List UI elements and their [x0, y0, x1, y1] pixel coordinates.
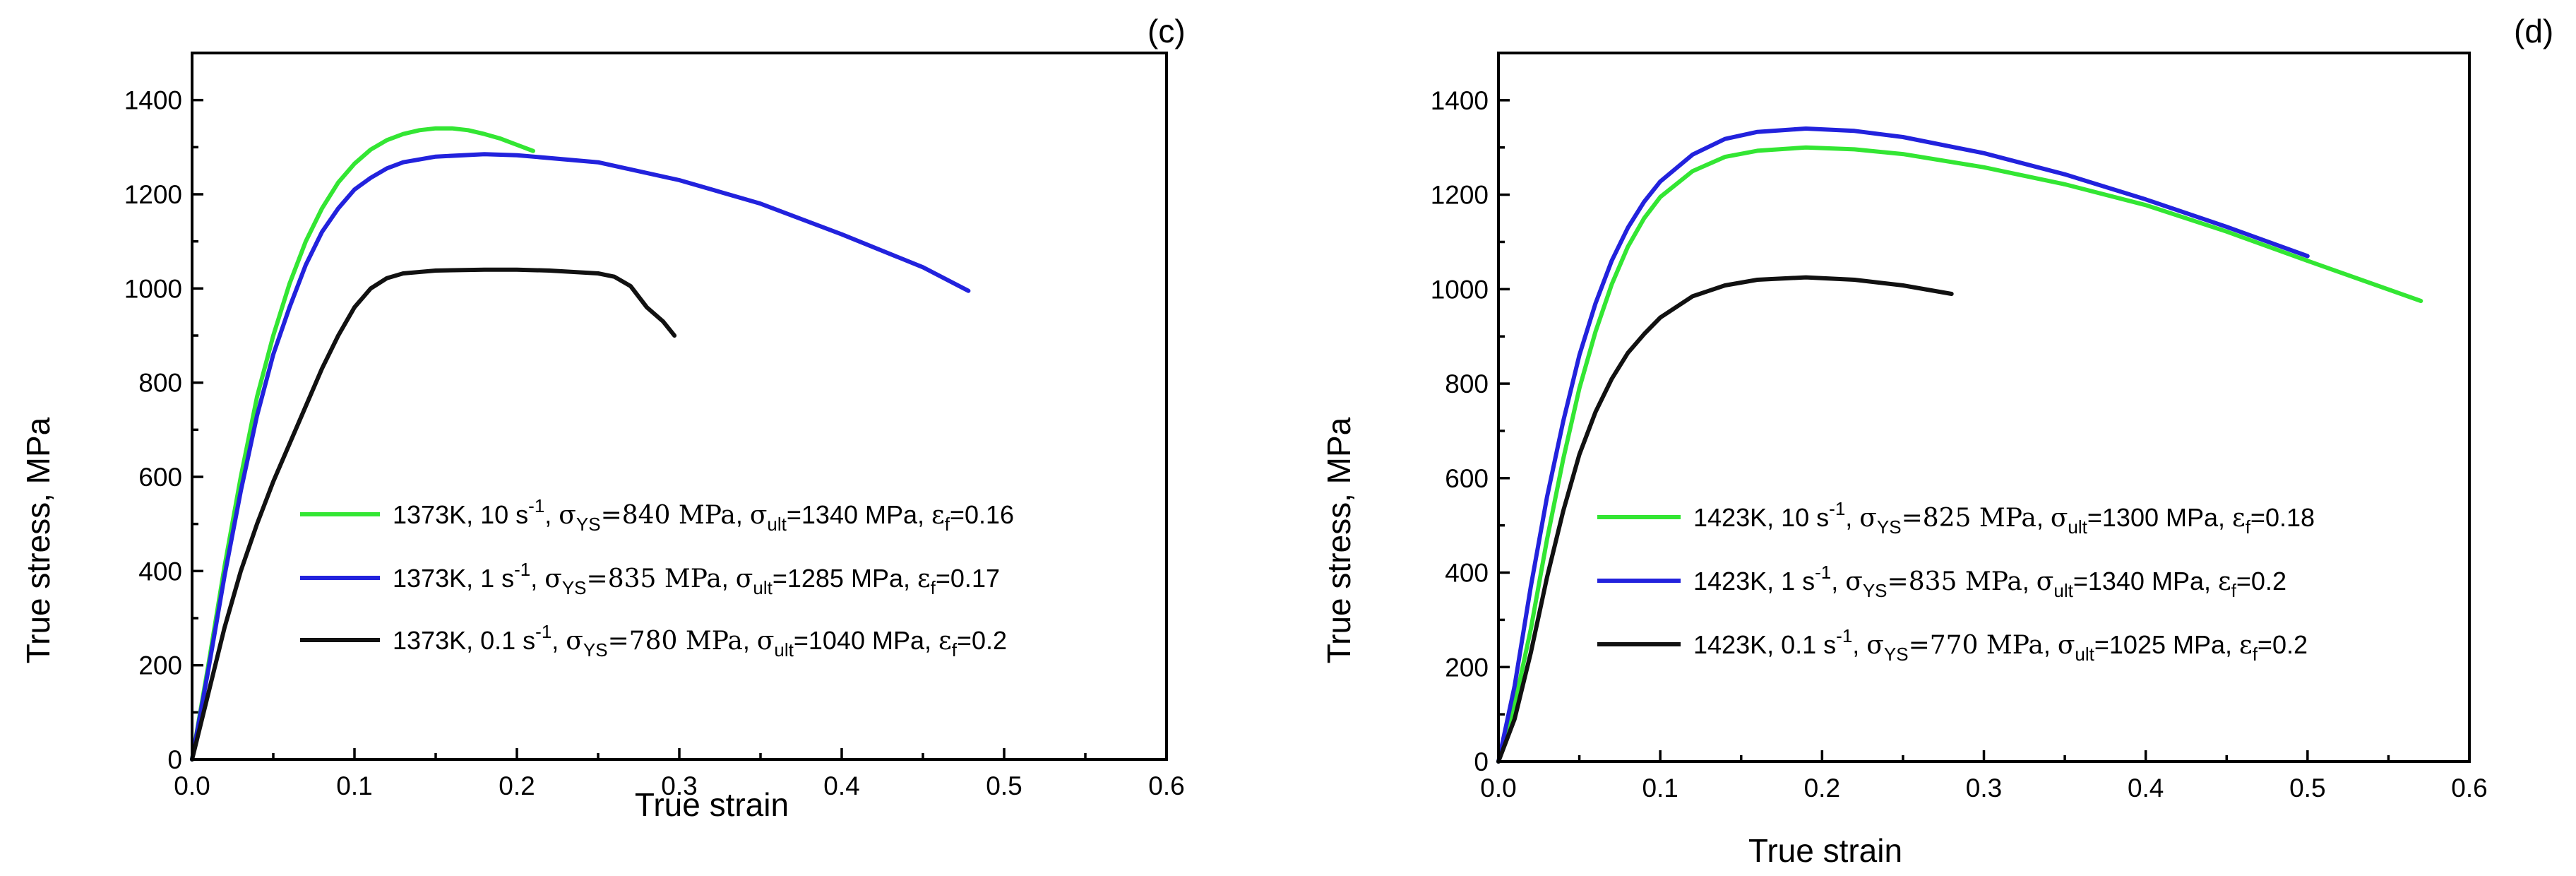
- y-tick-label: 200: [1445, 653, 1489, 682]
- y-axis-title: True stress, MPa: [20, 417, 56, 663]
- legend-ult: =1340 MPa: [2073, 567, 2205, 596]
- y-tick-label: 1400: [124, 86, 182, 115]
- x-tick-label: 0.3: [661, 771, 697, 800]
- svg-text:1423K, 10 s-1, σYS=825 MPa, σu: 1423K, 10 s-1, σYS=825 MPa, σult=1300 MP…: [1693, 498, 2315, 538]
- y-tick-label: 1200: [124, 180, 182, 209]
- legend-entry: 1423K, 0.1 s-1, σYS=770 MPa, σult=1025 M…: [1597, 625, 2308, 665]
- legend-exponent: -1: [514, 559, 530, 580]
- plot-frame: [191, 52, 1168, 761]
- y-tick-label: 400: [138, 557, 182, 586]
- x-tick-label: 0.6: [1148, 771, 1184, 800]
- x-tick-label: 0.6: [2451, 774, 2487, 803]
- data-curves: [1496, 126, 2423, 764]
- svg-text:1373K, 0.1 s-1, σYS=780 MPa, σ: 1373K, 0.1 s-1, σYS=780 MPa, σult=1040 M…: [393, 621, 1007, 661]
- legend-ult: =1025 MPa: [2094, 630, 2226, 659]
- y-tick-label: 1000: [1431, 275, 1489, 304]
- x-tick-label: 0.4: [823, 771, 859, 800]
- legend-entry: 1373K, 10 s-1, σYS=840 MPa, σult=1340 MP…: [300, 495, 1014, 535]
- legend-label: 1373K, 1 s: [393, 564, 514, 593]
- legend-ef: =0.2: [957, 626, 1007, 655]
- svg-text:1373K, 1 s-1, σYS=835 MPa, σul: 1373K, 1 s-1, σYS=835 MPa, σult=1285 MPa…: [393, 559, 1000, 598]
- legend-ef: =0.16: [950, 500, 1014, 529]
- chart-panel-d: (d) True stress, MPa True strain 0.0 0.1 0…: [1320, 13, 2553, 869]
- svg-text:1423K, 1 s-1, σYS=835 MPa, σul: 1423K, 1 s-1, σYS=835 MPa, σult=1340 MPa…: [1693, 562, 2286, 601]
- legend-label: 1423K, 1 s: [1693, 567, 1815, 596]
- y-tick-label: 600: [1445, 464, 1489, 493]
- legend-yield: =770 MPa: [1909, 631, 2044, 660]
- x-tick-label: 0.0: [174, 771, 210, 800]
- legend: 1373K, 10 s-1, σYS=840 MPa, σult=1340 MP…: [300, 495, 1014, 661]
- legend-yield: =835 MPa: [587, 564, 722, 593]
- x-tick-label: 0.3: [1966, 774, 2002, 803]
- axis-ticks: 0.0 0.1 0.2 0.3 0.4 0.5 0.6 0 200 400 600 800 1000 12…: [1431, 86, 2488, 803]
- y-tick-label: 400: [1445, 559, 1489, 588]
- y-tick-label: 0: [1474, 747, 1489, 776]
- legend-ult: =1340 MPa: [787, 500, 918, 529]
- legend-exponent: -1: [528, 495, 544, 516]
- svg-text:1373K, 10 s-1, σYS=840 MPa, σu: 1373K, 10 s-1, σYS=840 MPa, σult=1340 MP…: [393, 495, 1014, 535]
- legend-yield: =825 MPa: [1902, 504, 2037, 533]
- y-tick-label: 0: [167, 745, 182, 774]
- legend-ult: =1285 MPa: [773, 564, 904, 593]
- legend-exponent: -1: [1815, 562, 1831, 583]
- y-tick-label: 1200: [1431, 181, 1489, 210]
- svg-text:1423K, 0.1 s-1, σYS=770 MPa, σ: 1423K, 0.1 s-1, σYS=770 MPa, σult=1025 M…: [1693, 625, 2308, 665]
- x-tick-label: 0.1: [1642, 774, 1678, 803]
- legend-label: 1373K, 10 s: [393, 500, 528, 529]
- y-tick-label: 200: [138, 651, 182, 680]
- y-tick-label: 800: [138, 369, 182, 398]
- x-tick-label: 0.1: [336, 771, 372, 800]
- plot-frame: [1497, 52, 2471, 763]
- series-line-black: [1496, 275, 1954, 764]
- chart-panel-c: (c) True stress, MPa True strain 0.0 0.1 0…: [20, 13, 1186, 823]
- legend-entry: 1373K, 0.1 s-1, σYS=780 MPa, σult=1040 M…: [300, 621, 1007, 661]
- legend-ult: =1040 MPa: [794, 626, 925, 655]
- legend-exponent: -1: [1836, 625, 1852, 646]
- legend-label: 1373K, 0.1 s: [393, 626, 535, 655]
- series-line-green: [190, 126, 535, 762]
- series-line-black: [190, 267, 677, 762]
- x-axis-title: True strain: [635, 786, 789, 823]
- legend-entry: 1373K, 1 s-1, σYS=835 MPa, σult=1285 MPa…: [300, 559, 1000, 598]
- panel-label: (c): [1147, 13, 1186, 49]
- x-tick-label: 0.5: [2289, 774, 2325, 803]
- x-axis-title: True strain: [1748, 832, 1902, 869]
- series-line-blue: [190, 152, 971, 762]
- x-tick-label: 0.2: [1804, 774, 1840, 803]
- legend-entry: 1423K, 1 s-1, σYS=835 MPa, σult=1340 MPa…: [1597, 562, 2286, 601]
- data-curves: [190, 126, 971, 762]
- legend-ult: =1300 MPa: [2087, 503, 2219, 532]
- legend-yield: =835 MPa: [1888, 567, 2022, 596]
- x-tick-label: 0.0: [1480, 774, 1516, 803]
- legend-exponent: -1: [1829, 498, 1845, 519]
- series-line-blue: [1496, 126, 2310, 764]
- panel-label: (d): [2514, 13, 2553, 49]
- legend-ef: =0.17: [936, 564, 1000, 593]
- x-tick-label: 0.4: [2128, 774, 2164, 803]
- y-tick-label: 1400: [1431, 86, 1489, 115]
- legend-ef: =0.2: [2236, 567, 2286, 596]
- legend-label: 1423K, 10 s: [1693, 503, 1829, 532]
- series-line-green: [1496, 145, 2423, 764]
- legend-ef: =0.2: [2258, 630, 2308, 659]
- legend-label: 1423K, 0.1 s: [1693, 630, 1836, 659]
- y-tick-label: 1000: [124, 274, 182, 303]
- y-tick-label: 800: [1445, 369, 1489, 398]
- y-axis-title: True stress, MPa: [1320, 417, 1357, 663]
- x-tick-label: 0.2: [499, 771, 535, 800]
- x-tick-label: 0.5: [986, 771, 1022, 800]
- y-tick-label: 600: [138, 463, 182, 492]
- legend: 1423K, 10 s-1, σYS=825 MPa, σult=1300 MP…: [1597, 498, 2315, 665]
- legend-ef: =0.18: [2250, 503, 2315, 532]
- legend-entry: 1423K, 10 s-1, σYS=825 MPa, σult=1300 MP…: [1597, 498, 2315, 538]
- legend-exponent: -1: [535, 621, 551, 642]
- legend-yield: =780 MPa: [608, 627, 743, 656]
- legend-yield: =840 MPa: [601, 501, 736, 530]
- axis-ticks: 0.0 0.1 0.2 0.3 0.4 0.5 0.6 0 200 400 600 800 1000 12…: [124, 86, 1185, 800]
